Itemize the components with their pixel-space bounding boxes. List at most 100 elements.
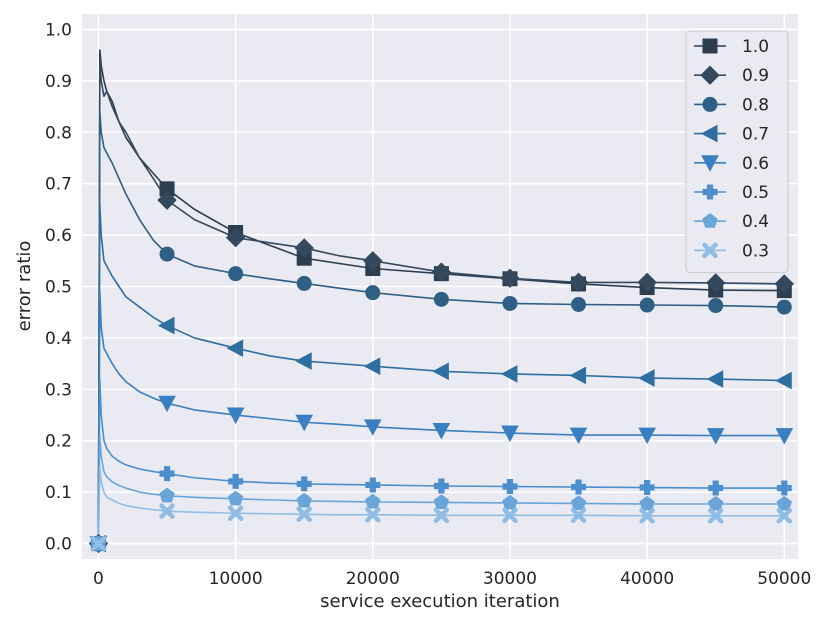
legend-label: 0.4 <box>742 212 769 232</box>
legend-label: 0.6 <box>742 154 769 174</box>
data-point-0.3-stroke <box>90 535 107 552</box>
data-point-0.3-stroke <box>365 507 381 523</box>
data-point-0.6 <box>501 425 519 443</box>
series-line-0.6 <box>97 290 785 544</box>
data-point-0.5 <box>776 480 792 496</box>
y-tick-label: 0.9 <box>45 72 72 92</box>
data-point-0.7 <box>157 316 175 335</box>
data-point-0.9 <box>637 272 657 293</box>
data-point-0.8 <box>228 266 244 282</box>
x-tick-label: 40000 <box>620 569 674 589</box>
legend-marker-0.7 <box>700 124 718 143</box>
data-point-0.4 <box>639 495 655 511</box>
legend-label: 0.5 <box>742 183 769 203</box>
data-point-0.8 <box>365 285 381 301</box>
y-tick-label: 0.0 <box>45 535 72 555</box>
data-point-0.3 <box>365 507 381 523</box>
data-point-0.8 <box>708 298 724 314</box>
data-point-0.9 <box>294 238 314 258</box>
data-point-0.3-stroke <box>433 507 450 524</box>
data-point-0.5 <box>296 476 312 492</box>
data-point-0.8 <box>639 297 655 313</box>
data-point-0.3 <box>639 508 655 524</box>
data-point-0.7 <box>363 357 381 376</box>
data-point-0.3-stroke <box>707 508 724 524</box>
data-point-0.4 <box>227 490 244 506</box>
y-tick-label: 0.4 <box>45 329 72 349</box>
data-point-0.3 <box>570 507 587 524</box>
data-point-0.6 <box>295 414 314 432</box>
data-point-0.3-stroke <box>502 507 518 524</box>
x-tick-label: 10000 <box>209 569 263 589</box>
data-point-0.8 <box>296 275 312 291</box>
data-point-0.7 <box>638 369 655 387</box>
series-lines <box>97 49 785 544</box>
x-tick-label: 0 <box>93 569 104 589</box>
data-point-0.3-stroke <box>159 503 175 519</box>
data-point-0.6 <box>638 427 656 445</box>
data-point-0.3 <box>776 508 793 524</box>
data-point-0.9 <box>774 274 794 294</box>
data-point-0.5 <box>639 480 655 496</box>
data-point-0.3 <box>159 503 175 519</box>
data-point-0.7 <box>432 362 449 381</box>
data-point-0.5 <box>159 466 175 482</box>
data-point-0.6 <box>706 428 725 445</box>
data-point-0.4 <box>502 494 518 510</box>
grid <box>82 14 798 559</box>
legend-marker-0.4 <box>702 213 718 228</box>
data-point-0.5 <box>228 473 244 489</box>
data-point-0.5 <box>365 477 381 493</box>
x-tick-label: 50000 <box>757 569 811 589</box>
legend-marker-0.3 <box>702 242 718 259</box>
data-point-0.3 <box>296 506 312 523</box>
data-point-0.3-stroke <box>776 508 793 524</box>
data-point-0.3 <box>707 508 724 524</box>
legend-label: 0.7 <box>742 125 769 145</box>
data-point-0.9 <box>431 262 452 282</box>
data-point-0.7 <box>569 366 587 385</box>
data-point-0.3-stroke <box>570 507 587 524</box>
data-point-0.3 <box>227 505 244 521</box>
data-point-0.7 <box>295 352 312 370</box>
legend-marker-0.8 <box>702 96 718 112</box>
legend-marker-0.5 <box>702 184 718 200</box>
data-point-0.3 <box>502 507 518 524</box>
data-point-0.6 <box>226 407 245 425</box>
y-tick-label: 0.2 <box>45 432 72 452</box>
y-tick-label: 0.5 <box>45 278 72 298</box>
y-tick-label: 0.6 <box>45 226 72 246</box>
series-line-0.7 <box>97 203 785 544</box>
legend-label: 0.3 <box>742 241 769 261</box>
data-point-0.7 <box>500 365 518 383</box>
data-point-0.4 <box>159 487 175 503</box>
data-point-0.9 <box>705 273 726 293</box>
data-point-0.4 <box>433 494 450 510</box>
data-point-0.5 <box>502 479 518 495</box>
data-point-0.9 <box>568 272 589 293</box>
x-axis-label: service execution iteration <box>320 591 560 612</box>
x-tick-label: 20000 <box>346 569 400 589</box>
legend-label: 0.9 <box>742 66 769 86</box>
data-point-0.8 <box>502 295 518 311</box>
legend-label: 1.0 <box>742 37 769 57</box>
data-point-0.4 <box>365 493 381 509</box>
legend-marker-0.9 <box>700 65 720 85</box>
data-point-0.5 <box>571 479 587 495</box>
series-markers <box>88 181 794 554</box>
y-axis-label: error ratio <box>14 241 35 332</box>
data-point-0.8 <box>159 246 175 262</box>
data-point-0.9 <box>500 268 520 288</box>
series-line-0.9 <box>97 59 785 544</box>
legend-marker-0.3-stroke <box>702 242 718 259</box>
data-point-0.7 <box>226 339 244 358</box>
data-point-0.3 <box>90 535 107 552</box>
data-point-0.8 <box>571 296 587 312</box>
data-point-0.4 <box>707 495 724 511</box>
data-point-0.7 <box>706 370 724 388</box>
y-tick-label: 0.8 <box>45 123 72 143</box>
data-point-0.3-stroke <box>227 505 244 521</box>
legend-marker-1.0 <box>702 38 718 54</box>
legend-marker-0.6 <box>701 155 719 172</box>
